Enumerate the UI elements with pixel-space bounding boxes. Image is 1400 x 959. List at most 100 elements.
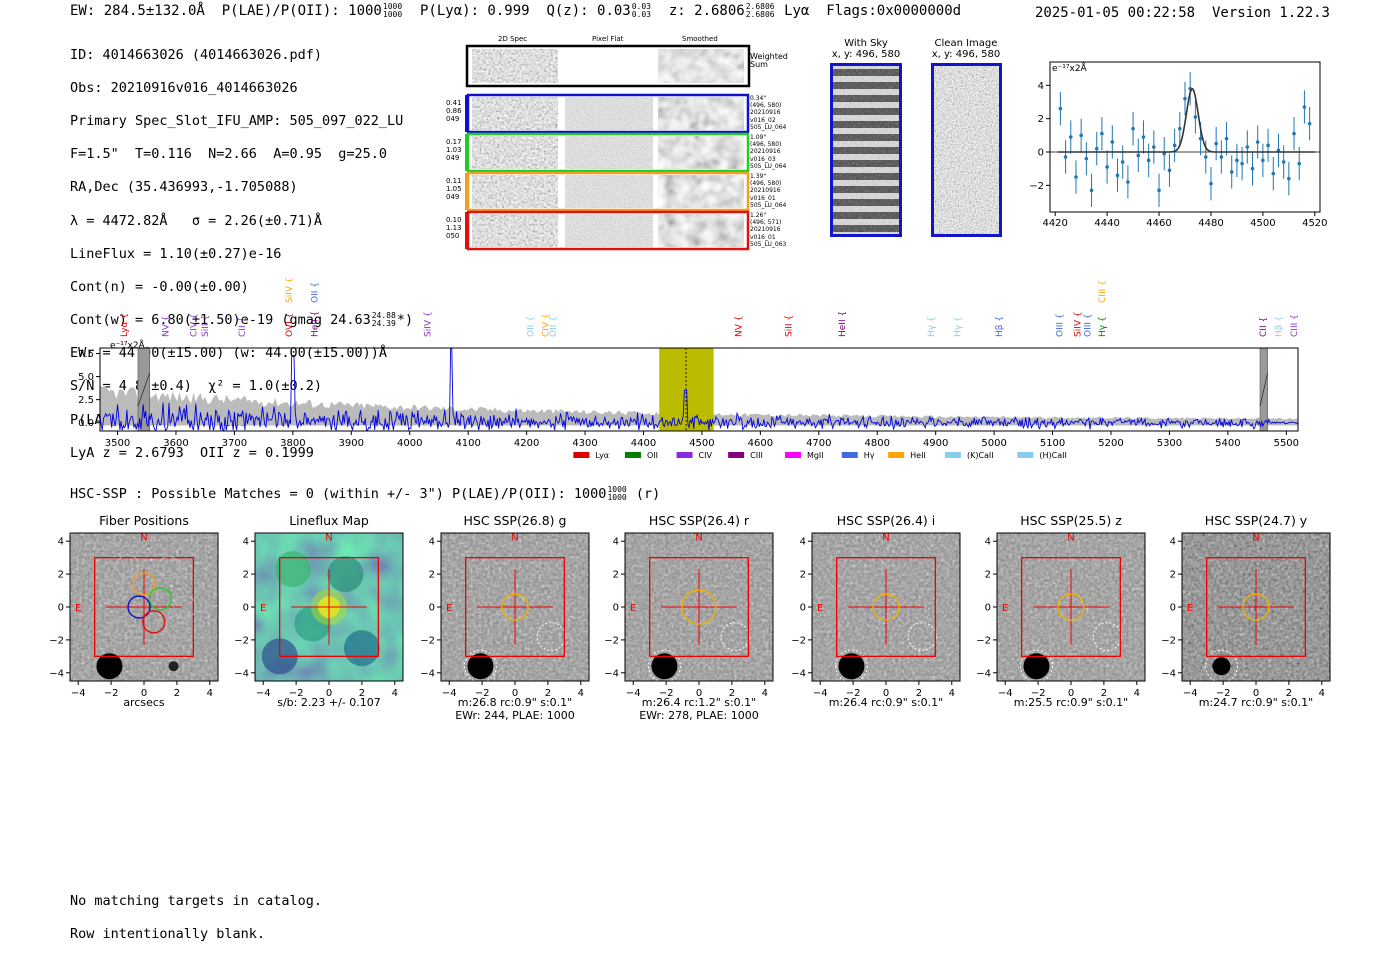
zoom-data-point <box>1157 188 1161 193</box>
zoom-data-point <box>1214 141 1218 146</box>
header-right: 2025-01-05 00:22:58 Version 1.22.3 <box>1035 5 1330 21</box>
info-spec: Primary Spec_Slot_IFU_AMP: 505_097_022_L… <box>70 112 404 129</box>
source-circle <box>1019 649 1053 683</box>
line-id-label: CIII { <box>1290 314 1300 337</box>
ew-value: EW: 284.5±132.0Å <box>70 3 205 19</box>
zoom-data-point <box>1120 160 1125 164</box>
east-label: E <box>817 603 823 614</box>
info-contn: Cont(n) = -0.00(±0.00) <box>70 278 249 295</box>
cutout-row-colorbar <box>465 212 468 249</box>
line-id-label: SiIV { <box>423 311 433 337</box>
cutout-2d-spec <box>472 97 558 130</box>
line-id-label: OVI { <box>285 313 295 337</box>
fiber-circle-faint <box>116 554 139 578</box>
east-label: E <box>1002 603 1008 614</box>
cutout-pixel-flat <box>565 136 653 169</box>
panel-xtick-label: −2 <box>104 688 119 699</box>
panel-ytick-label: 0 <box>243 603 249 614</box>
east-label: E <box>446 603 452 614</box>
zoom-data-point <box>1131 126 1135 131</box>
qz-value: Q(z): 0.03 <box>546 3 631 19</box>
panel-xtick-label: −4 <box>1183 688 1198 699</box>
cutout-row-left-label: 0.11 1.05 049 <box>446 177 462 201</box>
north-label: N <box>511 533 518 544</box>
cutout-images <box>465 44 751 251</box>
panel-xtick-label: −2 <box>1216 688 1231 699</box>
panel-xtick-label: −2 <box>659 688 674 699</box>
panel-image: N E −4 −4 −2 −2 0 0 2 2 4 4 <box>976 532 1146 699</box>
legend-label: CIV <box>699 451 713 460</box>
legend-label: CIII <box>750 451 763 460</box>
panel-ytick-label: 0 <box>58 603 64 614</box>
zoom-data-point <box>1146 158 1151 163</box>
spectrum-xtick-label: 4400 <box>631 438 656 449</box>
spectrum-xtick-label: 3700 <box>222 438 247 449</box>
full-spectrum-chart: 3500 3600 3700 3800 3900 4000 4100 4200 4300 4400… <box>78 277 1300 460</box>
panel-caption-line1: m:24.7 rc:0.9" s:0.1" <box>1198 696 1314 709</box>
bright-source <box>1212 657 1231 676</box>
zoom-data-point <box>1084 156 1089 161</box>
north-label: N <box>1252 533 1259 544</box>
zoom-data-point <box>1141 135 1146 139</box>
panel-caption: m:26.4 rc:1.2" s:0.1" EWr: 278, PLAE: 100… <box>605 696 793 722</box>
fiber-circle <box>148 587 173 611</box>
zoom-xtick-label: 4460 <box>1146 218 1171 229</box>
legend-swatch <box>784 452 801 458</box>
panel-xtick-label: 0 <box>141 688 147 699</box>
panel-xtick-label: 0 <box>883 688 889 699</box>
panel-title: HSC SSP(26.8) g <box>463 513 567 528</box>
panel-xtick-label: −4 <box>998 688 1013 699</box>
panel-caption-line1: m:26.8 rc:0.9" s:0.1" <box>457 696 573 709</box>
panel-xtick-label: 2 <box>729 688 735 699</box>
col-pixel-flat: Pixel Flat <box>592 35 624 43</box>
info-id: ID: 4014663026 (4014663026.pdf) <box>70 46 322 63</box>
east-label: E <box>260 603 266 614</box>
cutout-row-right-label: 1.39" (496, 580) 20210916 v016_01 505_LU… <box>750 173 787 209</box>
search-box <box>279 557 379 657</box>
panel-caption-line1: m:26.4 rc:1.2" s:0.1" <box>641 696 757 709</box>
cutout-smoothed <box>658 97 744 130</box>
source-circle <box>1204 649 1238 683</box>
panel-title: HSC SSP(25.5) z <box>1020 513 1122 528</box>
panel-caption-line2: EWr: 278, PLAE: 1000 <box>639 709 759 722</box>
zoom-xtick-label: 4420 <box>1042 218 1067 229</box>
east-label: E <box>75 603 81 614</box>
flux-blob <box>343 630 380 667</box>
search-box <box>94 557 194 657</box>
zoom-data-point <box>1266 143 1270 148</box>
cutout-row-colorbar <box>465 95 468 132</box>
zoom-data-point <box>1292 131 1296 136</box>
zoom-gaussian-fit <box>1057 87 1315 153</box>
clean-image <box>931 63 1002 237</box>
zoom-ytick-label: 0 <box>1038 148 1044 159</box>
spectrum-xtick-label: 5400 <box>1215 438 1240 449</box>
panel-xtick-label: 4 <box>1319 688 1325 699</box>
fiber-circle <box>142 610 166 634</box>
info-lya: LyA z = 2.6793 OII z = 0.1999 <box>70 444 314 461</box>
hsc-summary: HSC-SSP : Possible Matches = 0 (within +… <box>70 485 661 503</box>
zoom-data-point <box>1100 131 1104 136</box>
line-id-label: OIII { <box>1084 313 1094 337</box>
east-label: E <box>630 603 636 614</box>
fiber-circle <box>132 572 156 596</box>
aperture-circle <box>501 593 529 621</box>
panel-xtick-label: −4 <box>813 688 828 699</box>
panel-xtick-label: −2 <box>289 688 304 699</box>
legend-swatch <box>888 452 905 458</box>
panel-image: N E −4 −4 −2 −2 0 0 2 2 4 4 <box>604 532 774 699</box>
zoom-data-point <box>1235 158 1239 163</box>
panel-ytick-label: −4 <box>234 668 249 679</box>
fit-window-highlight <box>659 348 714 431</box>
panel-xtick-label: 2 <box>359 688 365 699</box>
panel-ytick-label: 0 <box>985 603 991 614</box>
panel-ytick-label: 4 <box>243 537 249 548</box>
zoom-data-point <box>1203 155 1208 159</box>
line-id-label: CIII { <box>1098 280 1108 303</box>
panel-ytick-label: 4 <box>613 537 619 548</box>
line-id-label: HeII { <box>310 311 320 337</box>
panel-ytick-label: −2 <box>49 635 64 646</box>
panel-title: Fiber Positions <box>99 513 189 528</box>
source-circle <box>834 649 868 683</box>
cutout-2d-spec <box>472 214 558 247</box>
panel-xtick-label: 0 <box>1068 688 1074 699</box>
